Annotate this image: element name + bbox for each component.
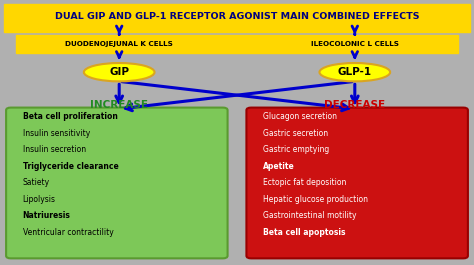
Ellipse shape (84, 63, 155, 81)
Text: INCREASE: INCREASE (90, 100, 148, 110)
Text: Insulin sensitivity: Insulin sensitivity (23, 129, 90, 138)
Text: Ventricular contractility: Ventricular contractility (23, 228, 113, 237)
Text: Glucagon secretion: Glucagon secretion (263, 112, 337, 121)
Text: GIP: GIP (109, 67, 129, 77)
Text: ILEOCOLONIC L CELLS: ILEOCOLONIC L CELLS (311, 41, 399, 47)
Text: Apetite: Apetite (263, 162, 295, 171)
Text: Natriuresis: Natriuresis (23, 211, 71, 220)
FancyBboxPatch shape (16, 35, 458, 52)
FancyBboxPatch shape (6, 108, 228, 258)
FancyBboxPatch shape (246, 108, 468, 258)
Text: Beta cell apoptosis: Beta cell apoptosis (263, 228, 346, 237)
Text: Satiety: Satiety (23, 178, 50, 187)
Text: GLP-1: GLP-1 (338, 67, 372, 77)
FancyBboxPatch shape (4, 4, 470, 32)
Text: Ectopic fat deposition: Ectopic fat deposition (263, 178, 346, 187)
Text: Gastrointestinal motility: Gastrointestinal motility (263, 211, 356, 220)
Text: Gastric secretion: Gastric secretion (263, 129, 328, 138)
Ellipse shape (319, 63, 390, 81)
Text: Hepatic glucose production: Hepatic glucose production (263, 195, 368, 204)
Text: Lipolysis: Lipolysis (23, 195, 55, 204)
Text: DUAL GIP AND GLP-1 RECEPTOR AGONIST MAIN COMBINED EFFECTS: DUAL GIP AND GLP-1 RECEPTOR AGONIST MAIN… (55, 12, 419, 21)
Text: Insulin secretion: Insulin secretion (23, 145, 86, 154)
Text: Beta cell proliferation: Beta cell proliferation (23, 112, 118, 121)
Text: DUODENOJEJUNAL K CELLS: DUODENOJEJUNAL K CELLS (65, 41, 173, 47)
Text: DECREASE: DECREASE (324, 100, 385, 110)
Text: Gastric emptying: Gastric emptying (263, 145, 329, 154)
Text: Triglyceride clearance: Triglyceride clearance (23, 162, 118, 171)
